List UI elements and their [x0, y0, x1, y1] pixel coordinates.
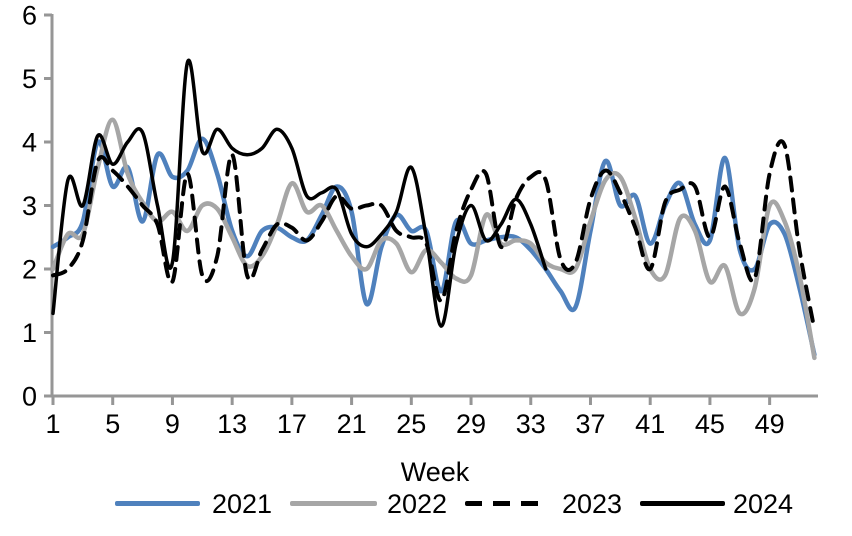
x-tick-label: 25: [396, 409, 426, 439]
x-tick-label: 17: [277, 409, 307, 439]
series-line-2023: [51, 139, 817, 332]
legend-line-2021-icon: [115, 501, 200, 506]
legend-label-2021: 2021: [212, 489, 273, 519]
y-tick-label: 3: [22, 191, 37, 221]
x-tick-label: 21: [337, 409, 367, 439]
series-line-2024: [51, 58, 548, 328]
y-tick-label: 2: [22, 255, 37, 285]
legend-label-2024: 2024: [733, 489, 794, 519]
x-tick-label: 33: [516, 409, 546, 439]
y-tick-label: 6: [22, 1, 37, 31]
legend-line-2024-icon: [640, 501, 725, 506]
y-tick-label: 4: [22, 128, 37, 158]
x-tick-label: 37: [575, 409, 605, 439]
legend-label-2023: 2023: [562, 489, 623, 519]
x-tick-label: 1: [45, 409, 60, 439]
legend-dashed-line-2023-icon: [465, 501, 547, 506]
series-line-2022: [50, 117, 817, 361]
x-tick-label: 41: [635, 409, 665, 439]
x-tick-label: 9: [165, 409, 180, 439]
y-tick-label: 1: [22, 318, 37, 348]
x-tick-label: 45: [695, 409, 725, 439]
x-tick-label: 13: [217, 409, 247, 439]
x-tick-label: 49: [755, 409, 785, 439]
legend-label-2022: 2022: [387, 489, 448, 519]
legend-line-2022-icon: [290, 501, 377, 506]
x-tick-label: 5: [105, 409, 120, 439]
y-tick-label: 0: [22, 382, 37, 412]
y-tick-label: 5: [22, 64, 37, 94]
x-axis-title: Week: [400, 457, 470, 487]
x-tick-label: 29: [456, 409, 486, 439]
